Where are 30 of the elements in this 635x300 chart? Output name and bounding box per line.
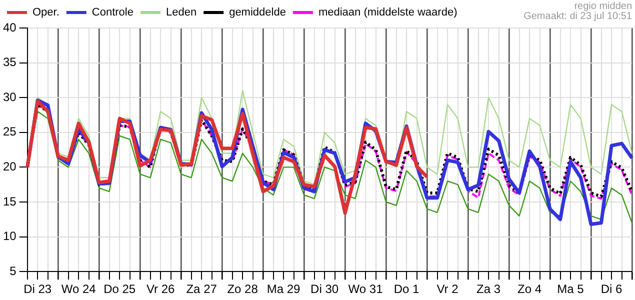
y-tick-label: 5 [10,264,17,278]
legend-label: Controle [92,6,134,19]
x-tick-label: Ma 5 [557,282,584,296]
legend-label: Oper. [32,6,60,19]
x-tick-label: Vr 2 [436,282,459,296]
x-tick-label: Za 3 [476,282,501,296]
y-tick-label: 10 [2,229,17,244]
x-tick-label: Di 30 [310,282,339,296]
x-tick-label: Do 25 [104,282,136,296]
x-tick-label: Zo 4 [518,282,542,296]
x-tick-label: Do 1 [394,282,420,296]
y-tick-label: 35 [2,55,17,70]
x-tick-label: Zo 28 [227,282,258,296]
x-tick-label: Za 27 [186,282,218,296]
x-tick-label: Vr 26 [146,282,176,296]
x-tick-label: Wo 31 [348,282,384,296]
y-tick-label: 20 [2,160,17,174]
y-tick-label: 40 [2,20,17,34]
legend-label: Leden [166,6,197,19]
y-tick-label: 15 [2,194,17,208]
y-tick-label: 25 [2,124,17,139]
x-tick-label: Ma 29 [266,282,301,296]
legend-label: gemiddelde [229,6,286,19]
text: regio midden [574,0,632,12]
x-tick-label: Di 23 [24,282,52,296]
x-tick-label: Wo 24 [61,282,96,296]
y-tick-label: 30 [2,90,17,104]
x-tick-label: Di 6 [600,282,622,296]
legend-label: mediaan (middelste waarde) [318,6,458,19]
text: Gemaakt: di 23 jul 10:51 [524,10,632,22]
